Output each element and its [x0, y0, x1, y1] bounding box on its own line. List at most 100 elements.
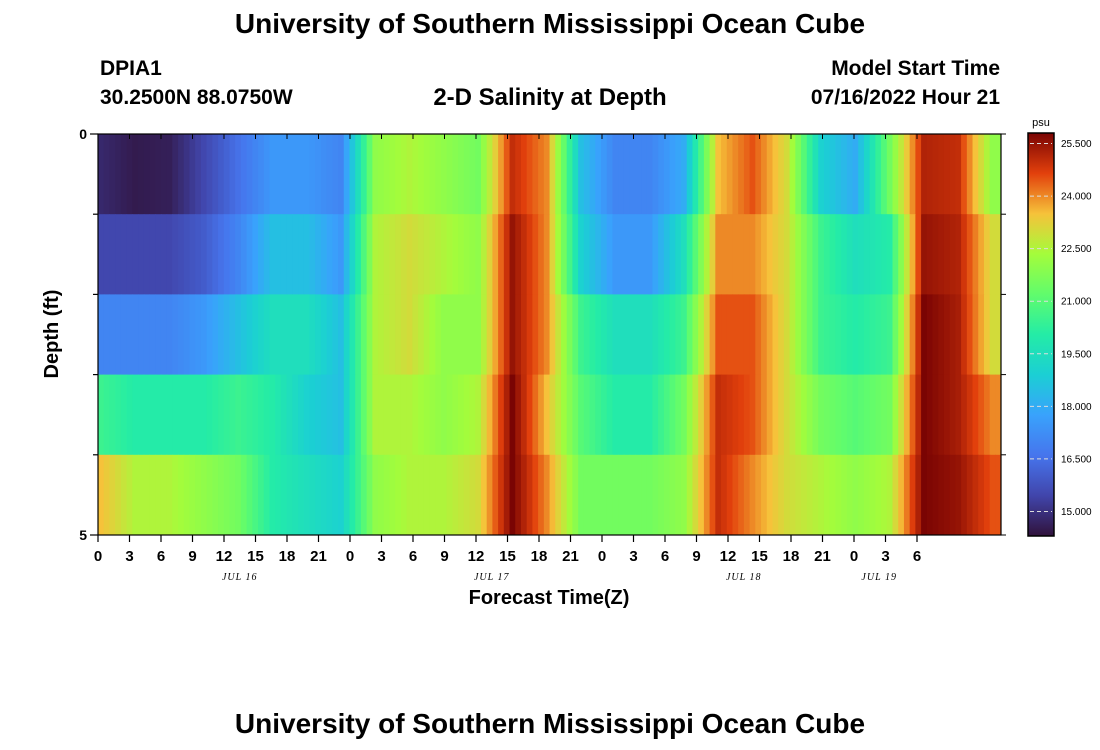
heatmap-cell [858, 454, 865, 536]
heatmap-cell [492, 134, 499, 215]
heatmap-cell [280, 134, 288, 215]
heatmap-cell [835, 214, 842, 295]
heatmap-cell [715, 374, 722, 456]
heatmap-cell [378, 374, 385, 456]
heatmap-cell [618, 374, 625, 456]
heatmap-cell [526, 374, 534, 456]
heatmap-cell [326, 134, 333, 215]
heatmap-cell [795, 134, 802, 215]
heatmap-cell [418, 294, 425, 376]
heatmap-cell [721, 214, 728, 295]
x-axis-label: Forecast Time(Z) [469, 587, 630, 609]
heatmap-cell [886, 294, 894, 376]
heatmap-cell [715, 294, 722, 376]
heatmap-cell [943, 374, 951, 456]
heatmap-cell [681, 294, 688, 376]
heatmap-cell [532, 134, 539, 215]
heatmap-cell [338, 214, 345, 295]
heatmap-cell [732, 374, 739, 456]
heatmap-cell [212, 454, 219, 536]
x-tick-label: 3 [125, 548, 133, 565]
heatmap-cell [881, 134, 888, 215]
heatmap-cell [583, 134, 591, 215]
colorbar-tick-label: 24.000 [1061, 192, 1092, 203]
heatmap-cell [360, 214, 368, 295]
heatmap-cell [103, 454, 111, 536]
heatmap-cell [366, 214, 373, 295]
heatmap-cell [560, 134, 568, 215]
heatmap-cell [549, 454, 556, 536]
heatmap-cell [315, 214, 322, 295]
heatmap-cell [269, 214, 276, 295]
heatmap-cell [303, 374, 311, 456]
heatmap-cell [235, 134, 242, 215]
heatmap-cell [841, 294, 848, 376]
heatmap-cell [703, 214, 711, 295]
x-tick-label: 0 [346, 548, 354, 565]
heatmap-cell [360, 294, 368, 376]
heatmap-cell [555, 134, 562, 215]
heatmap-cell [200, 374, 208, 456]
heatmap-cell [98, 374, 105, 456]
heatmap-cell [715, 214, 722, 295]
heatmap-cell [115, 294, 122, 376]
heatmap-cell [315, 134, 322, 215]
heatmap-cell [366, 454, 373, 536]
heatmap-cell [440, 374, 448, 456]
heatmap-cell [589, 214, 596, 295]
heatmap-cell [98, 134, 105, 215]
heatmap-cell [789, 294, 796, 376]
heatmap-cell [452, 134, 459, 215]
heatmap-cell [795, 374, 802, 456]
heatmap-cell [749, 134, 756, 215]
heatmap-cell [555, 294, 562, 376]
heatmap-cell [143, 294, 151, 376]
heatmap-cell [338, 294, 345, 376]
heatmap-cell [172, 294, 179, 376]
heatmap-cell [698, 374, 705, 456]
x-tick-label: 15 [499, 548, 516, 565]
heatmap-cell [440, 214, 448, 295]
heatmap-cell [783, 134, 791, 215]
heatmap-cell [903, 214, 911, 295]
heatmap-cell [669, 134, 676, 215]
heatmap-cell [189, 294, 196, 376]
heatmap-cell [926, 134, 934, 215]
heatmap-cell [698, 294, 705, 376]
heatmap-cell [703, 134, 711, 215]
heatmap-cell [166, 214, 173, 295]
heatmap-cell [578, 294, 585, 376]
heatmap-cell [829, 294, 836, 376]
heatmap-cell [972, 454, 979, 536]
heatmap-cell [149, 294, 156, 376]
heatmap-cell [406, 134, 413, 215]
heatmap-cell [183, 214, 191, 295]
heatmap-cell [566, 294, 574, 376]
heatmap-cell [240, 454, 248, 536]
heatmap-cell [783, 374, 791, 456]
heatmap-cell [801, 374, 808, 456]
heatmap-cell [538, 134, 545, 215]
heatmap-cell [989, 454, 996, 536]
heatmap-cell [183, 374, 191, 456]
heatmap-cells [98, 134, 1001, 536]
heatmap-cell [378, 134, 385, 215]
heatmap-cell [343, 294, 351, 376]
heatmap-cell [806, 454, 814, 536]
heatmap-cell [978, 134, 985, 215]
heatmap-cell [395, 294, 402, 376]
heatmap-cell [549, 374, 556, 456]
colorbar-tick-label: 19.500 [1061, 349, 1092, 360]
heatmap-cell [926, 374, 934, 456]
heatmap-cell [623, 294, 631, 376]
heatmap-cell [372, 134, 379, 215]
heatmap-cell [738, 214, 745, 295]
heatmap-cell [138, 214, 145, 295]
heatmap-cell [103, 294, 111, 376]
heatmap-cell [663, 134, 671, 215]
heatmap-cell [463, 454, 471, 536]
heatmap-cell [555, 374, 562, 456]
heatmap-cell [692, 214, 699, 295]
heatmap-cell [721, 454, 728, 536]
heatmap-cell [589, 454, 596, 536]
